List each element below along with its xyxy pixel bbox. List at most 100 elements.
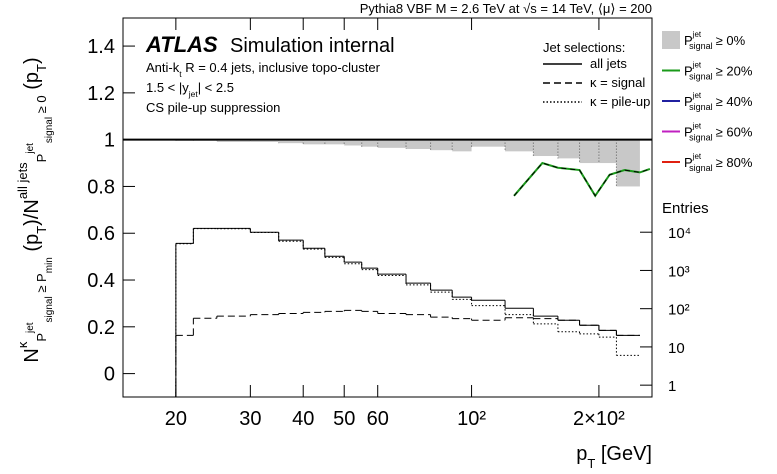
- ratio-band: [430, 139, 453, 151]
- ratio-band: [471, 139, 506, 147]
- ratio-line-dash: [513, 162, 651, 197]
- text-part: ≥ 40%: [716, 94, 753, 109]
- text-part: signal: [689, 72, 713, 82]
- y-tick-label: 0.2: [87, 317, 115, 339]
- x-tick-label: 2×10²: [573, 408, 625, 430]
- legend-label: Pjet signal ≥ 60%: [684, 122, 753, 143]
- text-part: signal: [689, 41, 713, 51]
- annotation: CS pile-up suppression: [146, 100, 280, 115]
- ratio-band: [452, 139, 472, 152]
- x-tick-label: 30: [239, 408, 261, 430]
- ratio-band: [324, 139, 345, 145]
- y2-tick-label: 10³: [668, 263, 690, 280]
- y-tick-label: 1: [104, 130, 115, 152]
- text-part: κ: [15, 341, 30, 348]
- text-part: P: [34, 333, 49, 342]
- ratio-band: [579, 139, 599, 164]
- text-part: Anti-k: [146, 60, 180, 75]
- ratio-band: [344, 139, 362, 146]
- legend-label: Pjet signal ≥ 80%: [684, 152, 753, 173]
- text-part: T: [34, 226, 49, 234]
- text-part: p: [576, 443, 587, 465]
- ratio-band: [533, 139, 558, 157]
- text-part: T: [587, 456, 595, 471]
- chart-title: Pythia8 VBF M = 2.6 TeV at √s = 14 TeV, …: [360, 1, 652, 16]
- text-part: ): [21, 57, 43, 64]
- x-tick-label: 20: [165, 408, 187, 430]
- text-part: jet: [692, 61, 702, 70]
- x-tick-label: 40: [292, 408, 314, 430]
- ratio-band: [216, 139, 251, 142]
- text-part: N: [21, 348, 43, 362]
- text-part: signal: [44, 117, 55, 143]
- text-part: 1.5 < |y: [146, 80, 189, 95]
- text-part: min: [44, 257, 55, 273]
- ratio-band: [598, 139, 617, 164]
- legend-label: Pjet signal ≥ 40%: [684, 91, 753, 112]
- text-part: jet: [188, 89, 199, 99]
- text-part: ≥ P: [34, 273, 49, 296]
- text-part: P: [684, 94, 693, 109]
- text-part: jet: [25, 143, 36, 155]
- subtitle: Simulation internal: [230, 35, 395, 57]
- text-part: | < 2.5: [198, 80, 234, 95]
- ratio-band: [616, 139, 640, 187]
- ratio-band: [278, 139, 304, 144]
- text-part: (p: [21, 72, 43, 95]
- legend-label: κ = pile-up: [590, 94, 650, 109]
- x-tick-label: 10²: [457, 408, 486, 430]
- ratio-band: [377, 139, 407, 148]
- experiment-label: ATLAS: [145, 32, 218, 57]
- text-part: jet: [692, 152, 702, 161]
- text-part: P: [34, 154, 49, 163]
- text-part: P: [684, 125, 693, 140]
- legend-swatch: [662, 31, 680, 49]
- y-tick-label: 1.4: [87, 36, 115, 58]
- ratio-band: [505, 139, 534, 152]
- text-part: ≥ 80%: [716, 155, 753, 170]
- text-part: signal: [689, 163, 713, 173]
- annotation: Anti-kt R = 0.4 jets, inclusive topo-clu…: [146, 60, 381, 79]
- ratio-band: [406, 139, 431, 150]
- text-part: ≥ 0%: [716, 33, 746, 48]
- y-tick-label: 0: [104, 364, 115, 386]
- text-part: [GeV]: [595, 443, 652, 465]
- x-tick-label: 60: [367, 408, 389, 430]
- text-part: jet: [25, 322, 36, 334]
- legend-title: Jet selections:: [543, 40, 625, 55]
- text-part: jet: [692, 91, 702, 100]
- text-part: signal: [689, 133, 713, 143]
- x-tick-label: 50: [333, 408, 355, 430]
- plot-frame: [122, 17, 653, 398]
- ratio-band: [250, 139, 279, 142]
- text-part: ≥ 0: [34, 95, 49, 117]
- text-part: P: [684, 64, 693, 79]
- text-part: (p: [21, 234, 43, 257]
- legend-label: κ = signal: [590, 75, 645, 90]
- x-axis-label: pT [GeV]: [576, 443, 652, 471]
- y2-tick-label: 10²: [668, 302, 690, 319]
- y2-tick-label: 10: [668, 340, 685, 357]
- text-part: ≥ 60%: [716, 125, 753, 140]
- text-part: )/N: [21, 199, 43, 226]
- y-tick-label: 1.2: [87, 83, 115, 105]
- y-tick-label: 0.8: [87, 176, 115, 198]
- legend-label: Pjet signal ≥ 0%: [684, 30, 746, 51]
- y2-axis-label: Entries: [662, 200, 709, 217]
- y2-tick-label: 10⁴: [668, 225, 691, 242]
- y-tick-label: 0.4: [87, 270, 115, 292]
- text-part: jet: [692, 30, 702, 39]
- annotation: 1.5 < |yjet| < 2.5: [146, 80, 234, 99]
- text-part: P: [684, 33, 693, 48]
- y-tick-label: 0.6: [87, 223, 115, 245]
- legend-label: all jets: [590, 56, 627, 71]
- y-axis-label: NκPjetsignal ≥ Pmin (pT)/Nall jetsPjetsi…: [15, 57, 55, 362]
- text-part: R = 0.4 jets, inclusive topo-cluster: [182, 60, 381, 75]
- text-part: t: [179, 69, 182, 79]
- text-part: signal: [44, 296, 55, 322]
- y2-tick-label: 1: [668, 378, 676, 395]
- ratio-band: [557, 139, 580, 159]
- text-part: signal: [689, 102, 713, 112]
- ratio-band: [303, 139, 325, 145]
